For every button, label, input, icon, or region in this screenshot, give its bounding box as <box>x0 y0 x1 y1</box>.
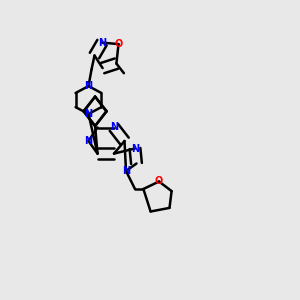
Text: N: N <box>122 166 130 176</box>
Text: N: N <box>131 143 139 154</box>
Text: N: N <box>110 122 118 133</box>
Text: N: N <box>84 136 93 146</box>
Text: N: N <box>98 38 106 48</box>
Text: N: N <box>84 81 93 91</box>
Text: N: N <box>84 109 93 119</box>
Text: O: O <box>114 39 123 49</box>
Text: O: O <box>155 176 163 187</box>
